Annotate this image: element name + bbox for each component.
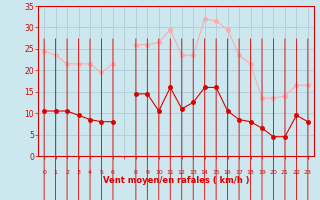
X-axis label: Vent moyen/en rafales ( km/h ): Vent moyen/en rafales ( km/h ) [103, 176, 249, 185]
